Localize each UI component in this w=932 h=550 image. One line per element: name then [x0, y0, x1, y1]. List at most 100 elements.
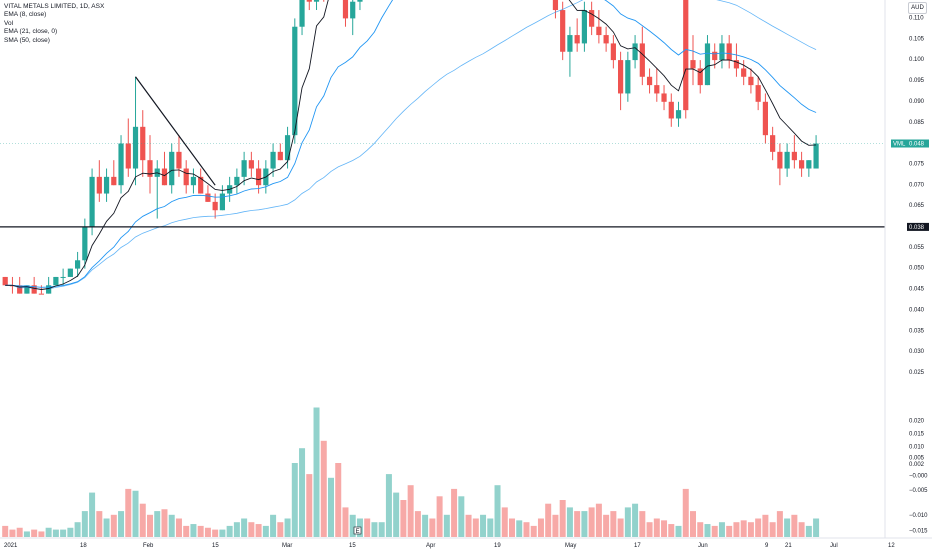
candle-body[interactable]	[9, 285, 16, 287]
volume-bar	[226, 525, 233, 537]
candle-body[interactable]	[755, 85, 761, 102]
volume-bar	[755, 518, 762, 537]
candle-body[interactable]	[748, 76, 754, 86]
candle-body[interactable]	[67, 268, 73, 277]
candle-body[interactable]	[581, 10, 587, 44]
candle-body[interactable]	[118, 143, 124, 186]
volume-bar	[74, 522, 81, 537]
candle-body[interactable]	[306, 0, 312, 2]
legend-ema8[interactable]: EMA (8, close)	[4, 11, 47, 19]
candle-body[interactable]	[161, 168, 168, 186]
legend-ema21[interactable]: EMA (21, close, 0)	[4, 28, 58, 36]
time-tick-label: 21	[785, 543, 792, 549]
candle-body[interactable]	[733, 60, 740, 69]
candle-body[interactable]	[89, 176, 95, 227]
candle-body[interactable]	[357, 0, 363, 2]
candle-body[interactable]	[17, 285, 23, 294]
candle-body[interactable]	[675, 110, 682, 119]
candle-body[interactable]	[639, 43, 645, 77]
candle-body[interactable]	[176, 151, 182, 169]
legend-sma50[interactable]: SMA (50, close)	[4, 36, 50, 44]
candle-body[interactable]	[313, 0, 320, 2]
candle-body[interactable]	[589, 10, 595, 27]
candle-body[interactable]	[46, 285, 52, 294]
candle-body[interactable]	[567, 35, 573, 52]
volume-bar	[154, 511, 161, 537]
candle-body[interactable]	[212, 201, 218, 211]
candle-body[interactable]	[284, 135, 291, 161]
candle-body[interactable]	[668, 101, 674, 119]
candle-body[interactable]	[248, 160, 254, 169]
candle-body[interactable]	[762, 101, 768, 136]
candle-body[interactable]	[103, 176, 110, 194]
volume-bar	[726, 525, 733, 537]
volume-bar	[284, 518, 291, 537]
candle-body[interactable]	[719, 43, 725, 61]
candle-body[interactable]	[574, 35, 580, 44]
candle-body[interactable]	[219, 193, 225, 211]
event-marker[interactable]	[353, 526, 362, 535]
candle-body[interactable]	[2, 276, 8, 286]
candle-body[interactable]	[806, 160, 812, 169]
candle-body[interactable]	[625, 60, 631, 94]
candle-body[interactable]	[552, 0, 559, 11]
candle-body[interactable]	[270, 151, 276, 169]
candle-body[interactable]	[299, 0, 305, 27]
currency-badge[interactable]: AUD	[908, 2, 927, 14]
candle-body[interactable]	[147, 160, 153, 177]
candle-body[interactable]	[791, 151, 797, 161]
candle-body[interactable]	[31, 285, 37, 294]
candle-body[interactable]	[60, 276, 66, 278]
legend-volume[interactable]: Vol	[4, 19, 14, 27]
candle-body[interactable]	[111, 176, 117, 186]
candle-body[interactable]	[683, 0, 689, 111]
candle-body[interactable]	[125, 143, 131, 169]
symbol-title[interactable]: VITAL METALS LIMITED, 1D, ASX	[4, 3, 105, 10]
candle-body[interactable]	[24, 285, 30, 294]
candle-body[interactable]	[292, 26, 298, 136]
volume-bar	[255, 524, 262, 537]
candle-body[interactable]	[82, 226, 88, 261]
candle-body[interactable]	[813, 143, 819, 169]
candle-body[interactable]	[96, 176, 102, 194]
candle-body[interactable]	[198, 176, 204, 194]
candle-body[interactable]	[690, 60, 696, 69]
candle-body[interactable]	[53, 276, 59, 286]
candle-body[interactable]	[777, 151, 783, 169]
candle-body[interactable]	[75, 260, 81, 269]
candle-body[interactable]	[596, 26, 602, 36]
candle-body[interactable]	[342, 0, 349, 19]
candle-body[interactable]	[603, 35, 609, 44]
candle-body[interactable]	[205, 193, 211, 202]
trendline[interactable]	[135, 76, 216, 186]
candle-body[interactable]	[132, 126, 139, 169]
candle-body[interactable]	[241, 160, 247, 177]
candle-body[interactable]	[726, 43, 732, 61]
candle-body[interactable]	[712, 51, 718, 61]
candle-body[interactable]	[256, 168, 262, 186]
candle-body[interactable]	[169, 151, 175, 186]
candle-body[interactable]	[190, 176, 197, 186]
candle-body[interactable]	[661, 93, 667, 102]
candle-body[interactable]	[618, 60, 624, 94]
candle-body[interactable]	[704, 43, 711, 86]
candle-body[interactable]	[350, 1, 356, 19]
candle-body[interactable]	[560, 10, 566, 52]
candle-body[interactable]	[784, 151, 790, 169]
volume-bar	[23, 531, 30, 537]
candle-body[interactable]	[799, 160, 805, 169]
candle-body[interactable]	[140, 126, 146, 161]
candle-body[interactable]	[697, 68, 703, 86]
candle-body[interactable]	[610, 43, 616, 61]
candle-body[interactable]	[741, 68, 747, 77]
candle-body[interactable]	[277, 151, 283, 161]
candle-body[interactable]	[183, 168, 189, 186]
candle-body[interactable]	[632, 43, 638, 61]
volume-bar	[378, 522, 385, 537]
candle-body[interactable]	[770, 135, 776, 152]
candle-body[interactable]	[654, 85, 660, 94]
candle-body[interactable]	[646, 76, 653, 86]
candle-body[interactable]	[234, 176, 240, 186]
candle-body[interactable]	[38, 293, 44, 295]
